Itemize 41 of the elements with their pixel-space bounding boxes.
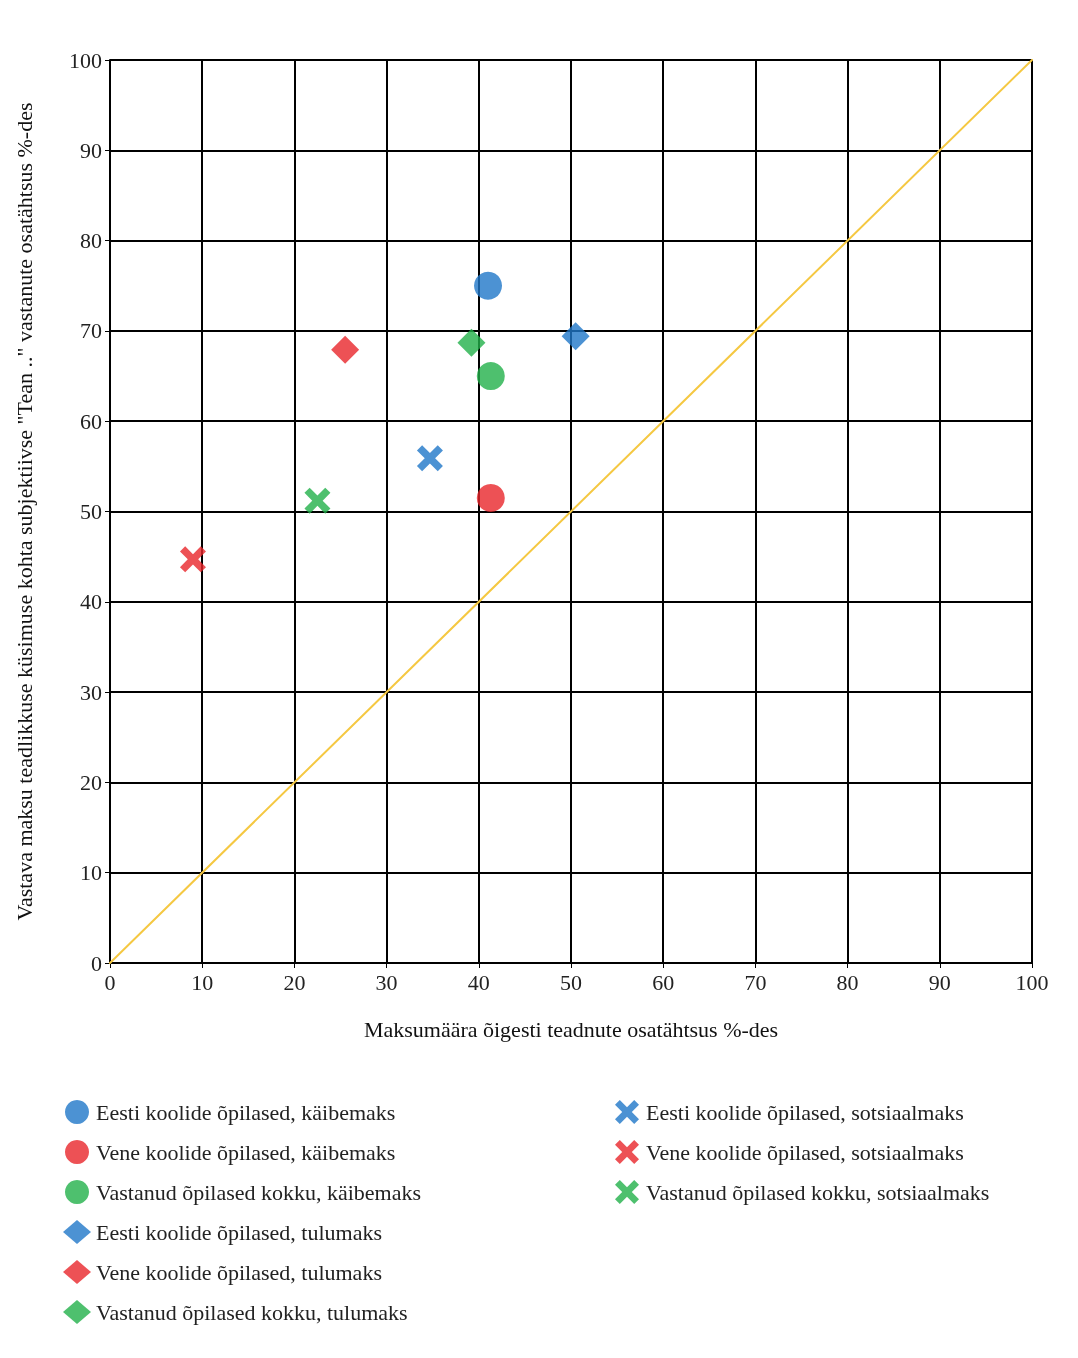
x-tick-label: 100 — [1015, 969, 1049, 995]
y-tick-label: 50 — [80, 499, 102, 524]
legend-label: Vastanud õpilased kokku, sotsiaalmaks — [646, 1179, 990, 1205]
point — [304, 487, 331, 514]
y-tick-label: 80 — [80, 228, 102, 254]
legend-label: Vastanud õpilased kokku, tulumaks — [96, 1299, 408, 1325]
x-tick-label: 60 — [652, 969, 675, 995]
legend-label: Eesti koolide õpilased, käibemaks — [96, 1099, 396, 1125]
y-tick-label: 20 — [80, 769, 102, 795]
point — [179, 546, 206, 573]
point — [416, 445, 443, 472]
x-tick-label: 70 — [744, 969, 767, 995]
point — [561, 322, 590, 351]
x-tick-label: 20 — [283, 969, 306, 995]
y-tick-label: 70 — [80, 318, 102, 344]
y-tick-label: 0 — [91, 950, 102, 976]
x-tick-label: 30 — [375, 969, 398, 995]
x-tick-label: 40 — [467, 969, 490, 995]
legend-label: Eesti koolide õpilased, tulumaks — [96, 1219, 382, 1245]
y-tick-label: 40 — [80, 589, 102, 615]
x-tick-label: 90 — [928, 969, 951, 995]
legend-label: Vene koolide õpilased, sotsiaalmaks — [646, 1139, 964, 1165]
point — [457, 328, 486, 357]
legend-label: Vastanud õpilased kokku, käibemaks — [96, 1179, 422, 1205]
point — [474, 271, 503, 300]
y-tick-label: 30 — [80, 679, 102, 705]
legend-label: Vene koolide õpilased, tulumaks — [96, 1259, 382, 1285]
point — [476, 483, 505, 512]
y-tick-label: 90 — [80, 137, 102, 163]
y-tick-label: 10 — [80, 860, 102, 886]
x-tick-label: 80 — [836, 969, 859, 995]
y-tick-label: 60 — [80, 408, 102, 434]
x-tick-label: 50 — [560, 969, 582, 995]
legend-label: Vene koolide õpilased, käibemaks — [96, 1139, 396, 1165]
y-tick-label: 100 — [69, 47, 102, 73]
x-tick-label: 10 — [191, 969, 214, 995]
x-axis-title: Maksumäära õigesti teadnute osatähtsus %-des — [363, 1016, 779, 1042]
point — [331, 335, 360, 364]
point — [476, 362, 505, 391]
legend-label: Eesti koolide õpilased, sotsiaalmaks — [646, 1099, 964, 1125]
y-axis-title: Vastava maksu teadlikkuse küsimuse kohta subjektiivse "Tean .." vastanute osatähtsus %-des — [11, 102, 37, 921]
